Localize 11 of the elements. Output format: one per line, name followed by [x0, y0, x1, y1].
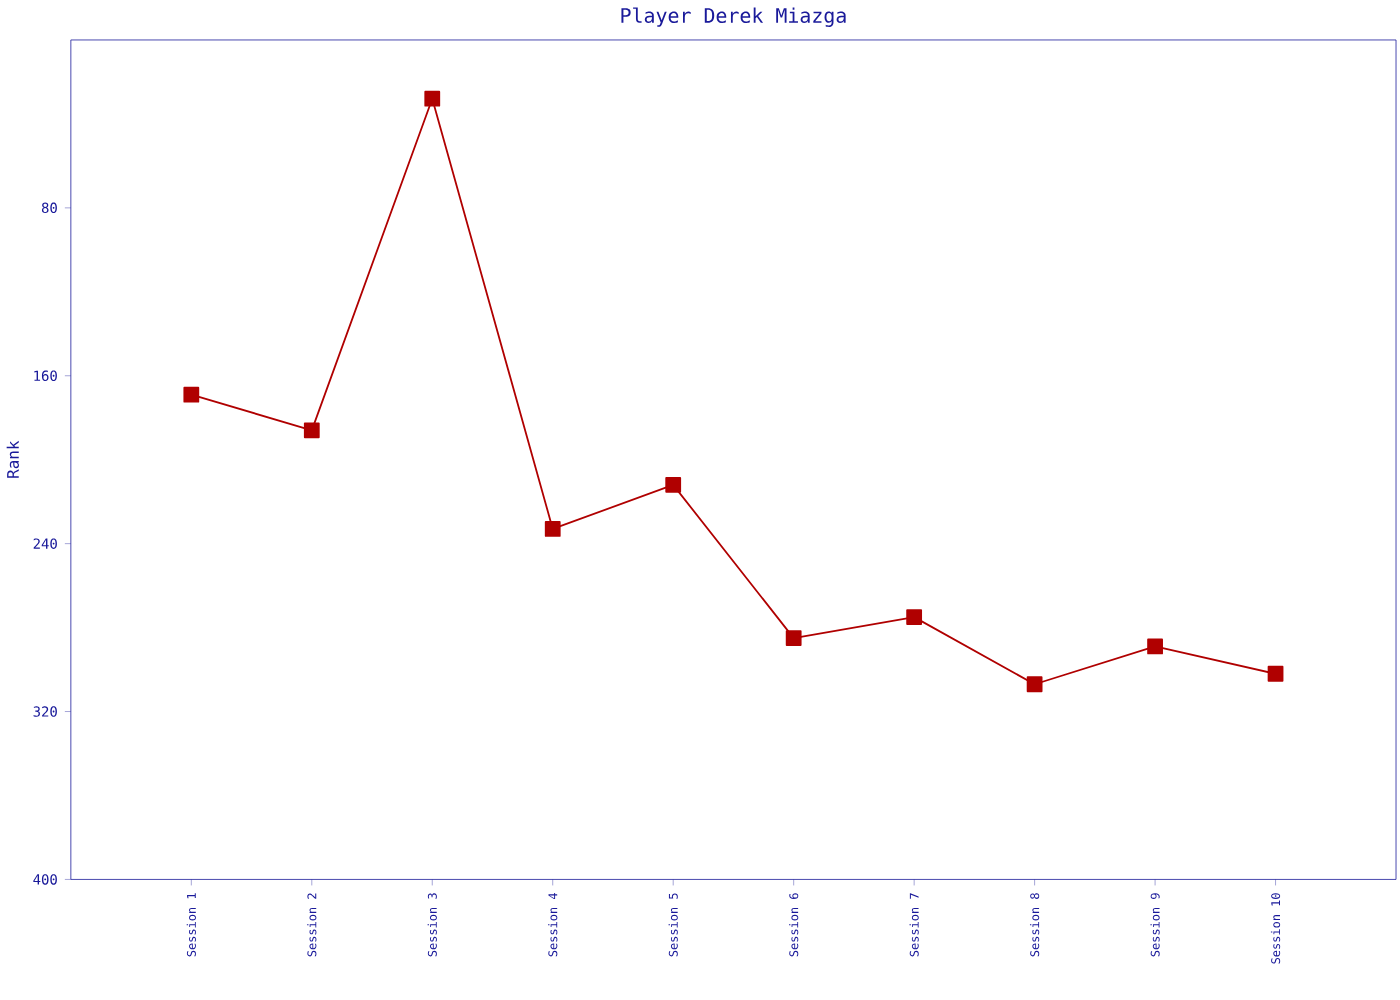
point [303, 422, 320, 439]
point [1267, 666, 1284, 682]
point [665, 477, 682, 494]
point [183, 387, 200, 403]
chart-title: Player Derek Miazga [621, 7, 846, 28]
point [1147, 638, 1163, 655]
point [906, 609, 923, 626]
point [424, 91, 441, 107]
point [1026, 676, 1043, 693]
point [785, 630, 802, 647]
point [544, 521, 561, 538]
